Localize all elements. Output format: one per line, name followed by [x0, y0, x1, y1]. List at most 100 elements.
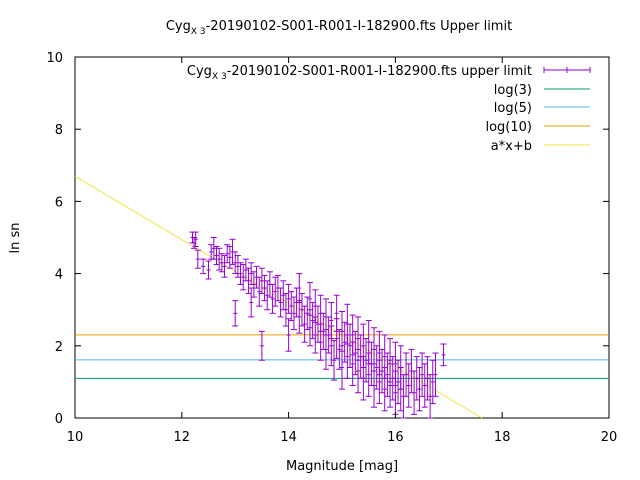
- data-point: [277, 287, 284, 318]
- data-point: [304, 296, 311, 331]
- data-point: [424, 356, 431, 401]
- data-point: [234, 255, 241, 278]
- data-point: [258, 267, 265, 294]
- data-points: [189, 231, 447, 419]
- data-point: [352, 330, 359, 376]
- data-point: [355, 316, 362, 361]
- y-axis-label: ln sn: [8, 223, 23, 254]
- chart-title-suffix: -20190102-S001-R001-I-182900.fts Upper l…: [206, 19, 513, 34]
- data-point: [192, 231, 199, 248]
- data-point: [280, 280, 287, 311]
- data-point: [403, 352, 410, 397]
- x-tick-label: 20: [601, 430, 618, 445]
- data-point: [429, 359, 436, 405]
- y-tick-label: 2: [55, 340, 63, 355]
- data-point: [330, 339, 337, 381]
- data-point: [349, 314, 356, 356]
- data-point: [245, 267, 252, 294]
- y-tick-label: 0: [55, 412, 63, 427]
- data-point: [290, 296, 297, 331]
- data-point: [440, 343, 447, 367]
- data-point: [427, 374, 434, 419]
- data-point: [336, 329, 343, 370]
- data-point: [371, 327, 378, 372]
- legend-label-fit: a*x+b: [491, 139, 532, 154]
- data-point: [432, 352, 439, 397]
- data-point: [411, 370, 418, 415]
- chart-title-subscript: X 3: [191, 27, 206, 37]
- data-point: [232, 300, 239, 327]
- data-point: [339, 311, 345, 352]
- data-point: [264, 280, 271, 311]
- data-point: [285, 283, 292, 314]
- data-point: [419, 352, 426, 397]
- chart-title-prefix: Cyg: [166, 19, 191, 34]
- x-tick-label: 16: [387, 430, 404, 445]
- data-point: [376, 330, 383, 376]
- data-point: [360, 323, 367, 368]
- data-point: [397, 345, 404, 390]
- data-point: [210, 237, 217, 260]
- data-point: [256, 276, 263, 307]
- x-axis-label: Magnitude [mag]: [286, 459, 398, 474]
- y-tick-label: 4: [55, 268, 63, 283]
- y-ticks: 0 2 4 6 8 10: [46, 51, 609, 427]
- legend: CygX 3-20190102-S001-R001-I-182900.fts u…: [187, 64, 591, 154]
- data-point: [298, 292, 305, 327]
- legend-label-data: CygX 3-20190102-S001-R001-I-182900.fts u…: [187, 64, 532, 82]
- data-point: [205, 260, 212, 280]
- y-tick-label: 6: [55, 195, 63, 210]
- data-point: [194, 249, 201, 269]
- x-tick-label: 12: [174, 430, 191, 445]
- data-point: [224, 244, 231, 264]
- data-point: [200, 258, 207, 275]
- data-point: [333, 294, 340, 332]
- data-point: [248, 287, 255, 318]
- fit-line-group: [74, 175, 483, 419]
- data-point: [373, 345, 380, 390]
- data-point: [413, 356, 420, 401]
- data-point: [288, 291, 295, 322]
- x-tick-label: 14: [280, 430, 297, 445]
- data-point: [240, 264, 247, 291]
- legend-label-log5: log(5): [494, 101, 532, 116]
- data-point: [384, 352, 391, 397]
- y-tick-label: 10: [46, 51, 63, 66]
- data-point: [258, 330, 265, 361]
- legend-label-log10: log(10): [485, 120, 532, 135]
- data-point: [272, 276, 279, 307]
- data-point: [221, 255, 228, 278]
- data-point: [325, 316, 332, 354]
- data-point: [250, 271, 257, 298]
- data-point: [416, 366, 423, 412]
- data-point: [389, 356, 396, 401]
- data-point: [328, 301, 335, 340]
- data-point: [379, 348, 386, 394]
- data-point: [208, 244, 215, 260]
- data-point: [322, 329, 329, 370]
- data-point: [309, 301, 316, 340]
- data-point: [213, 246, 220, 266]
- data-point: [306, 282, 313, 316]
- data-point: [405, 363, 412, 408]
- data-point: [261, 274, 268, 302]
- data-point: [248, 262, 255, 285]
- data-point: [381, 334, 388, 379]
- data-point: [216, 247, 223, 271]
- data-point: [363, 338, 370, 383]
- fit-line: [74, 175, 483, 419]
- data-point: [339, 345, 345, 390]
- data-point: [237, 262, 244, 285]
- y-tick-label: 8: [55, 123, 63, 138]
- data-point: [285, 318, 292, 352]
- data-point: [392, 341, 399, 387]
- data-point: [269, 283, 276, 314]
- data-point: [218, 253, 225, 273]
- data-point: [347, 323, 354, 368]
- legend-label-log3: log(3): [494, 83, 532, 98]
- plot-area: [74, 56, 610, 419]
- chart-title: CygX 3-20190102-S001-R001-I-182900.fts U…: [166, 19, 512, 37]
- x-tick-label: 18: [494, 430, 511, 445]
- data-point: [282, 292, 289, 327]
